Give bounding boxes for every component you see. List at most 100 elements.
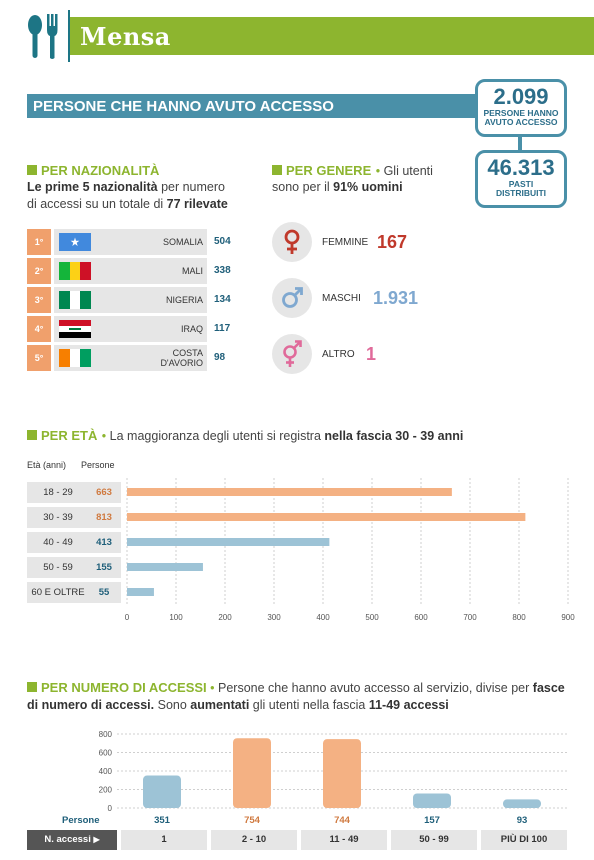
age-value-label: 413	[96, 537, 112, 548]
nationality-name: IRAQ	[180, 324, 203, 334]
iraq-flag-icon	[59, 320, 91, 338]
age-section-header: PER ETÀ • La maggioranza degli utenti si…	[27, 427, 587, 445]
total-people-value: 2.099	[493, 84, 549, 109]
age-bar	[127, 588, 154, 596]
nationality-row: 4° IRAQ 117	[27, 316, 230, 342]
age-bar	[127, 488, 452, 496]
nationality-name-line-1: COSTA	[172, 348, 203, 358]
nationality-row-body: SOMALIA	[54, 229, 207, 255]
age-x-tick-label: 700	[463, 613, 477, 622]
nationality-rank: 2°	[27, 258, 51, 284]
gender-male-label: MASCHI	[322, 293, 361, 304]
nationality-value: 504	[214, 236, 231, 247]
accesses-title: PER NUMERO DI ACCESSI	[41, 680, 207, 695]
nationality-text-2: di accessi su un totale di	[27, 197, 167, 211]
accesses-value-label: 157	[424, 815, 440, 826]
mali-flag-icon	[59, 262, 91, 280]
age-x-tick-label: 100	[169, 613, 183, 622]
age-column-header: Età (anni)	[27, 460, 67, 470]
age-row-label: 40 - 49 413	[27, 532, 121, 553]
male-icon	[282, 287, 303, 308]
gender-other-value: 1	[366, 344, 377, 364]
age-x-tick-label: 300	[267, 613, 281, 622]
age-range-label: 30 - 39	[43, 512, 73, 523]
age-value-label: 55	[98, 587, 110, 598]
meals-label-2: DISTRIBUITI	[495, 188, 547, 198]
meals-label-1: PASTI	[508, 179, 534, 189]
age-row-label: 60 E OLTRE 55	[27, 582, 121, 603]
gender-other-circle	[272, 334, 312, 374]
accesses-category-label: PIÙ DI 100	[481, 830, 567, 850]
accesses-text-bold-3: aumentati	[190, 698, 250, 712]
accesses-text-3: gli utenti nella fascia	[249, 698, 369, 712]
age-x-tick-label: 800	[512, 613, 526, 622]
accesses-text-bold-4: 11-49 accessi	[368, 698, 449, 712]
accesses-y-tick-label: 0	[108, 804, 113, 813]
accesses-y-tick-label: 600	[99, 749, 113, 758]
age-range-label: 40 - 49	[43, 537, 73, 548]
accesses-bar	[143, 775, 181, 808]
nationality-name: SOMALIA	[162, 237, 203, 247]
age-bar	[127, 563, 203, 571]
nationality-name: NIGERIA	[165, 295, 203, 305]
accesses-y-tick-label: 200	[99, 786, 113, 795]
access-banner	[27, 94, 485, 118]
accesses-category-label: 2 - 10	[211, 830, 297, 850]
age-text-1: La maggioranza degli utenti si registra	[109, 429, 325, 443]
nationality-title: PER NAZIONALITÀ	[41, 163, 160, 178]
nationality-row-body: COSTA D'AVORIO	[54, 345, 207, 371]
nationality-name-line-2: D'AVORIO	[160, 358, 203, 368]
accesses-text-bold-2: di numero di accessi.	[27, 698, 155, 712]
age-x-tick-label: 400	[316, 613, 330, 622]
accesses-text-1: Persone che hanno avuto accesso al servi…	[218, 681, 533, 695]
age-row-label: 50 - 59 155	[27, 557, 121, 578]
age-bar	[127, 513, 526, 521]
total-people-label-1: PERSONE HANNO	[483, 108, 559, 118]
access-title: PERSONE CHE HANNO AVUTO ACCESSO	[33, 98, 334, 115]
meals-box: 46.313 PASTI DISTRIBUITI	[475, 150, 567, 208]
section-square-icon	[27, 430, 37, 440]
accesses-bar	[323, 739, 361, 808]
age-value-label: 663	[96, 487, 112, 498]
nigeria-flag-icon	[59, 291, 91, 309]
nationality-description: Le prime 5 nazionalità per numero di acc…	[27, 179, 247, 213]
nationality-row: 5° COSTA D'AVORIO 98	[27, 345, 225, 371]
gender-text-bold: 91% uomini	[333, 180, 403, 194]
age-x-tick-label: 200	[218, 613, 232, 622]
transgender-icon	[283, 340, 302, 367]
accesses-y-tick-label: 400	[99, 767, 113, 776]
gender-female-value: 167	[377, 232, 408, 252]
accesses-section-header: PER NUMERO DI ACCESSI • Persone che hann…	[27, 680, 565, 712]
age-bar-chart: 0 100 200 300 400 500 600 700 800 900	[125, 478, 575, 622]
age-x-tick-label: 0	[125, 613, 130, 622]
nationality-value: 117	[214, 323, 231, 334]
gender-title: PER GENERE	[286, 163, 372, 178]
gender-description: sono per il 91% uomini	[272, 179, 403, 196]
nationality-row: 2° MALI 338	[27, 258, 231, 284]
accesses-bar	[233, 738, 271, 808]
age-text-bold: nella fascia 30 - 39 anni	[324, 429, 464, 443]
accesses-axis-label: N. accessi ▶	[27, 830, 117, 850]
nationality-value: 338	[214, 265, 231, 276]
female-icon	[284, 229, 300, 254]
age-row-label: 30 - 39 813	[27, 507, 121, 528]
page-title: Mensa	[80, 22, 171, 51]
nationality-text-1: per numero	[157, 180, 225, 194]
nationality-rank: 3°	[27, 287, 51, 313]
somalia-flag-icon	[59, 233, 91, 251]
accesses-value-label: 93	[516, 815, 528, 826]
accesses-bar-chart: 0 200 400 600 800	[99, 730, 567, 813]
nationality-value: 98	[214, 352, 226, 363]
nationality-value: 134	[214, 294, 231, 305]
accesses-bar	[503, 799, 541, 808]
arrow-right-icon: ▶	[93, 835, 100, 844]
gender-female-circle	[272, 222, 312, 262]
age-x-tick-label: 600	[414, 613, 428, 622]
accesses-value-label: 754	[244, 815, 260, 826]
age-value-label: 155	[96, 562, 112, 573]
header-icon-box	[0, 10, 70, 62]
nationality-row: 3° NIGERIA 134	[27, 287, 231, 313]
total-people-label-2: AVUTO ACCESSO	[484, 117, 558, 127]
accesses-bar	[413, 793, 451, 808]
section-square-icon	[27, 682, 37, 692]
